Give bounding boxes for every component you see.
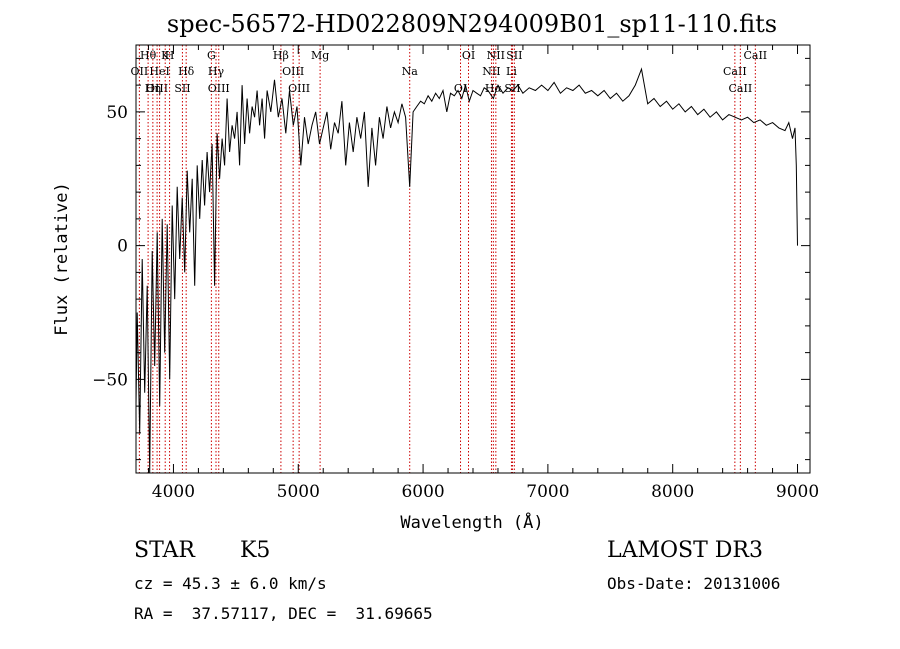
- y-tick-label: −50: [92, 370, 128, 390]
- chart-title: spec-56572-HD022809N294009B01_sp11-110.f…: [167, 10, 777, 38]
- series-layer: [135, 67, 798, 474]
- line-label: Hγ: [208, 65, 225, 78]
- plot-frame: [135, 44, 811, 474]
- line-label: NII: [482, 65, 500, 78]
- x-tick-label: 4000: [152, 482, 195, 502]
- line-label: G: [207, 49, 216, 62]
- line-label: H: [165, 49, 175, 62]
- tick-layer: 4000 5000 6000 7000 8000 9000 −50 0 50: [92, 45, 819, 502]
- line-label: Hβ: [273, 49, 289, 62]
- coordinates: RA = 37.57117, DEC = 31.69665: [134, 604, 433, 623]
- line-label: OIII: [288, 82, 310, 95]
- line-label: Li: [506, 65, 517, 78]
- y-tick-label: 50: [106, 103, 128, 123]
- series-spectrum: [135, 67, 798, 474]
- line-label: OIII: [282, 65, 304, 78]
- x-tick-label: 8000: [651, 482, 694, 502]
- line-label: CaII: [743, 49, 767, 62]
- object-subclass: K5: [240, 538, 271, 563]
- line-label: K: [161, 49, 170, 62]
- obs-date: Obs-Date: 20131006: [607, 574, 781, 593]
- x-axis-label: Wavelength (Å): [400, 511, 543, 533]
- line-label: CaII: [729, 82, 753, 95]
- line-label: HeI: [149, 65, 169, 78]
- line-label: Hδ: [178, 65, 195, 78]
- line-label: OII: [131, 65, 149, 78]
- y-axis-label: Flux (relative): [52, 182, 72, 336]
- line-label: Na: [402, 65, 419, 78]
- line-label: OI: [462, 49, 475, 62]
- x-tick-label: 6000: [401, 482, 444, 502]
- line-label: CaII: [723, 65, 747, 78]
- line-label: NII: [487, 49, 505, 62]
- line-label: SII: [174, 82, 190, 95]
- survey-name: LAMOST DR3: [607, 538, 763, 563]
- object-class: STAR: [134, 538, 195, 563]
- y-tick-label: 0: [117, 237, 128, 257]
- emission-lines-layer: Hθ OII OIII K HeI Hη HHδ SII G Hγ OIII Hβ OIII OIII Mg…: [131, 45, 767, 473]
- line-label: OIII: [208, 82, 230, 95]
- x-tick-label: 5000: [277, 482, 320, 502]
- x-tick-label: 7000: [526, 482, 569, 502]
- redshift-cz: cz = 45.3 ± 6.0 km/s: [134, 574, 327, 593]
- line-label: OIII: [146, 82, 168, 95]
- line-label: Mg: [311, 49, 329, 62]
- x-tick-label: 9000: [776, 482, 819, 502]
- line-label: Hη: [145, 82, 161, 95]
- line-label: SII: [504, 82, 520, 95]
- line-label: Hθ: [140, 49, 157, 62]
- line-label: SII: [506, 49, 522, 62]
